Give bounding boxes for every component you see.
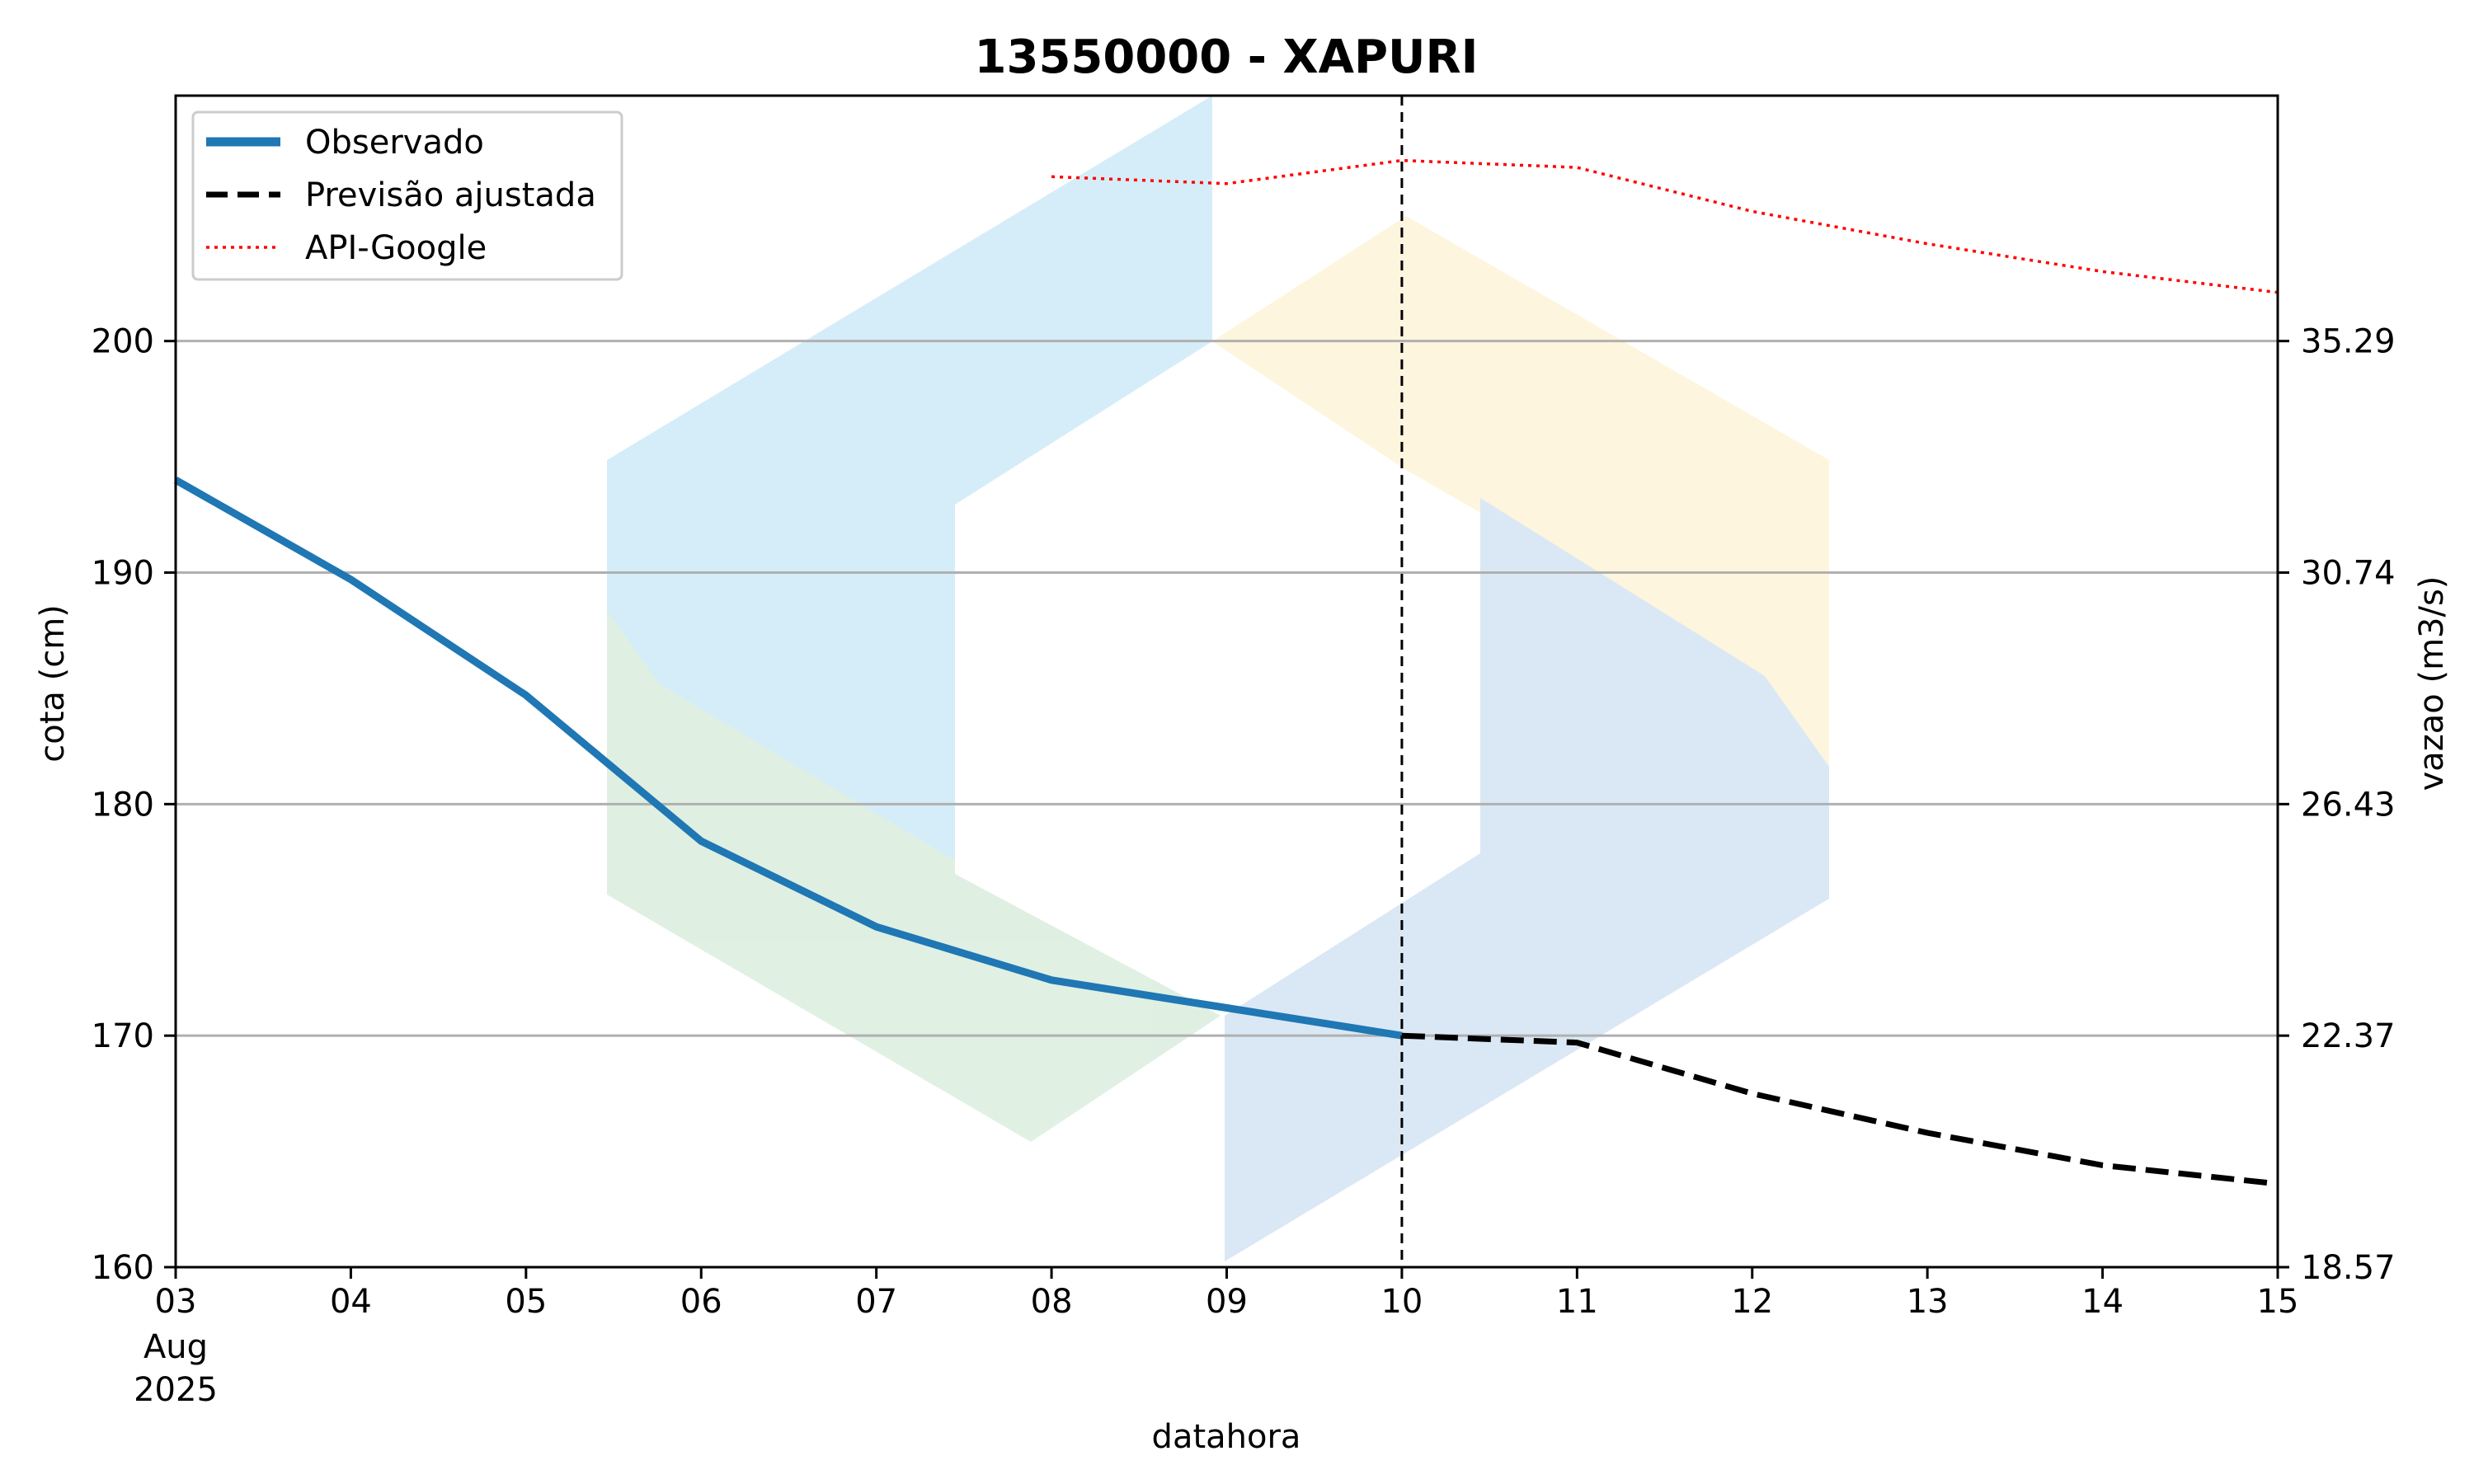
y-tick-label: 160 xyxy=(92,1249,154,1287)
x-tick-label: 03 xyxy=(155,1283,197,1321)
x-tick-label: 10 xyxy=(1380,1283,1423,1321)
x-tick-sublabel: 2025 xyxy=(134,1371,218,1409)
x-tick-label: 07 xyxy=(855,1283,897,1321)
x-tick-sublabel: Aug xyxy=(143,1328,208,1366)
watermark-shape-green xyxy=(607,610,1221,1142)
x-tick-label: 15 xyxy=(2257,1283,2299,1321)
y-tick-label: 180 xyxy=(92,786,154,824)
legend-label-0: Observado xyxy=(305,124,484,162)
legend-box xyxy=(191,110,623,281)
x-tick-label: 08 xyxy=(1031,1283,1073,1321)
series-lines xyxy=(173,158,2279,1187)
legend: Observado Previsão ajustada API-Google xyxy=(191,110,623,281)
y-axis-right: 18.57 22.37 26.43 30.74 35.29 xyxy=(2278,323,2396,1287)
series-line-1 xyxy=(1401,1032,2279,1187)
y-right-tick-label: 22.37 xyxy=(2301,1017,2396,1055)
x-tick-label: 06 xyxy=(680,1283,722,1321)
legend-label-1: Previsão ajustada xyxy=(305,176,596,214)
x-tick-label: 04 xyxy=(330,1283,372,1321)
y-axis-left: 160 170 180 190 200 xyxy=(92,323,176,1287)
y-right-tick-label: 26.43 xyxy=(2301,786,2396,824)
grid-lines xyxy=(176,340,2278,1037)
x-axis: 03 04 05 06 07 08 09 10 11 12 13 14 15 Aug 2025 xyxy=(134,1267,2298,1409)
y-axis-label-right: vazao (m3/s) xyxy=(2413,576,2451,791)
x-tick-label: 09 xyxy=(1206,1283,1248,1321)
watermark-shape-yellow xyxy=(1212,216,1829,767)
watermark-shape-blue-right xyxy=(1225,498,1829,1261)
y-tick-label: 190 xyxy=(92,555,154,593)
x-tick-label: 13 xyxy=(1907,1283,1949,1321)
y-right-tick-label: 30.74 xyxy=(2301,555,2396,593)
x-axis-label: datahora xyxy=(1152,1418,1301,1456)
legend-label-2: API-Google xyxy=(305,229,487,267)
chart-title: 13550000 - XAPURI xyxy=(975,31,1479,84)
y-right-tick-label: 18.57 xyxy=(2301,1249,2396,1287)
logo-watermark xyxy=(607,96,1829,1261)
x-tick-label: 12 xyxy=(1731,1283,1773,1321)
y-tick-label: 200 xyxy=(92,323,154,361)
series-line-2 xyxy=(1051,158,2279,294)
watermark-shape-blue-top xyxy=(607,96,1212,861)
x-tick-label: 11 xyxy=(1556,1283,1598,1321)
y-tick-label: 170 xyxy=(92,1017,154,1055)
series-line-0 xyxy=(173,477,1403,1040)
y-right-tick-label: 35.29 xyxy=(2301,323,2396,361)
x-tick-label: 14 xyxy=(2081,1283,2124,1321)
x-tick-label: 05 xyxy=(505,1283,547,1321)
y-axis-label-left: cota (cm) xyxy=(34,604,72,763)
